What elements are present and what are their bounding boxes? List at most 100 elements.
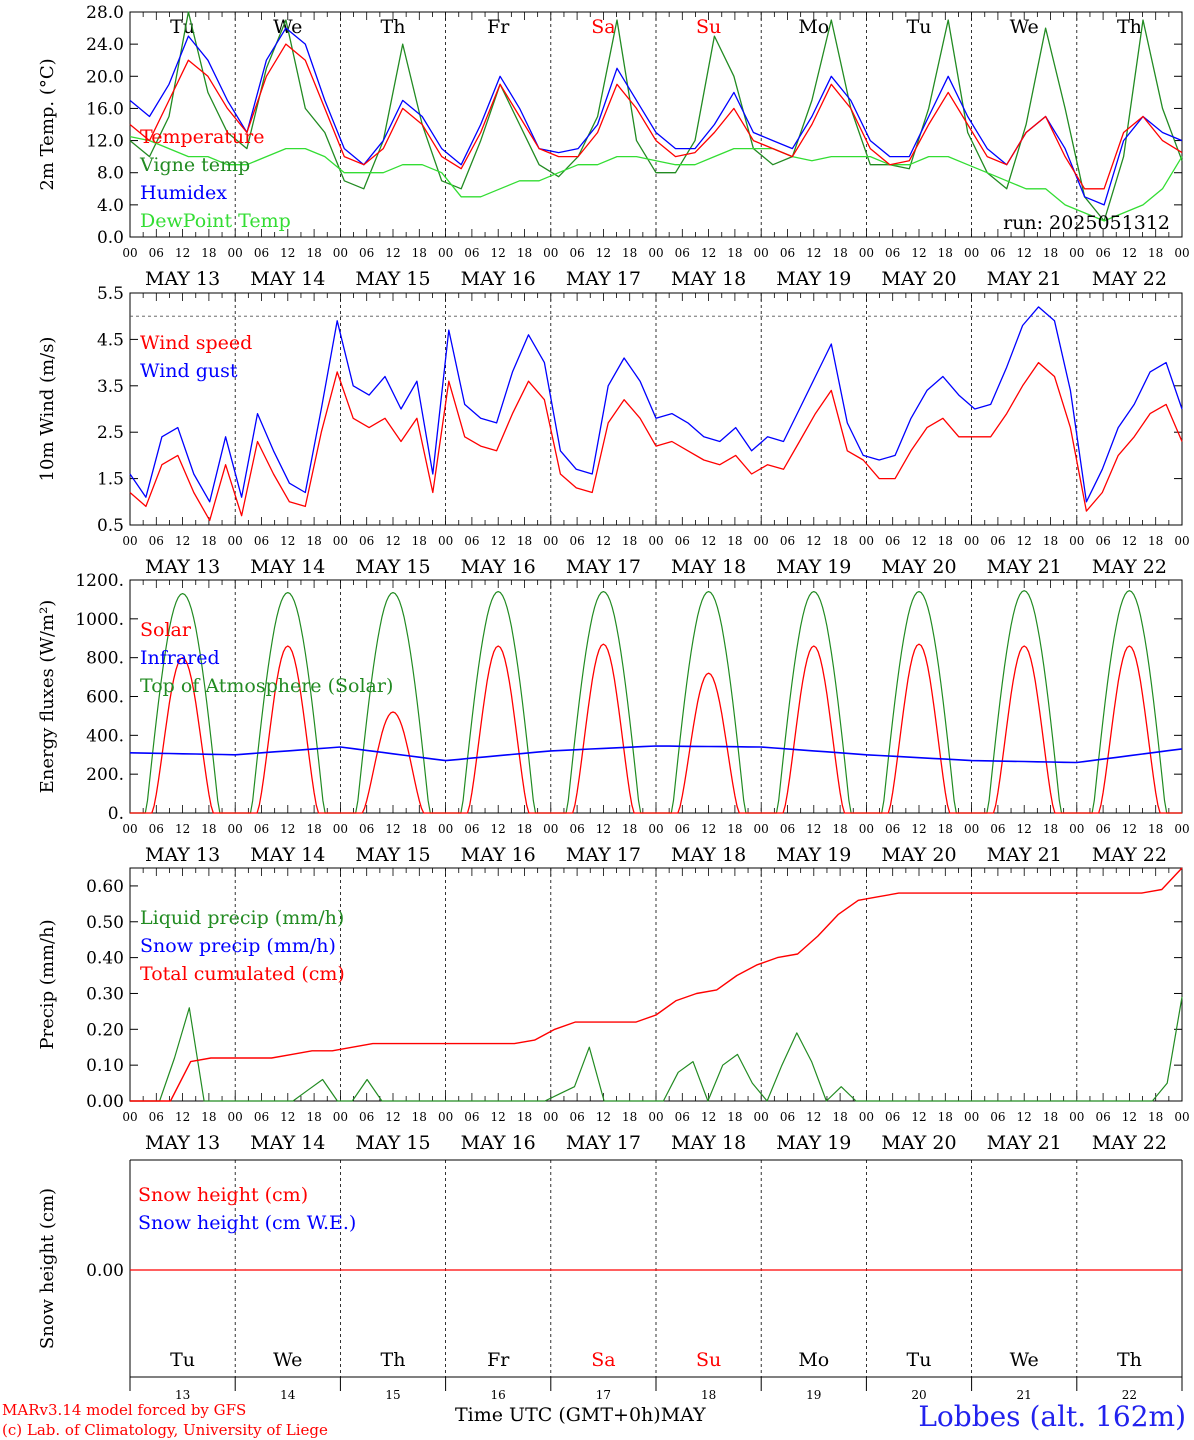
panel-0-hour-label: 00 (333, 246, 348, 260)
panel-3-hour-label: 06 (254, 1110, 269, 1124)
panel-3-legend-liquid-precip-mm-h-: Liquid precip (mm/h) (140, 907, 344, 929)
panel-2-date-label: MAY 20 (881, 844, 956, 866)
panel-3-hour-label: 06 (569, 1110, 584, 1124)
panel-3-hour-label: 12 (1017, 1110, 1032, 1124)
panel-2-hour-label: 18 (201, 822, 216, 836)
panel-0-date-label: MAY 15 (355, 268, 430, 290)
panel-0-hour-label: 18 (727, 246, 742, 260)
panel-3-hour-label: 06 (780, 1110, 795, 1124)
panel-2-ytick-label: 200. (86, 765, 124, 785)
panel-1-hour-label: 18 (1043, 534, 1058, 548)
panel-0-hour-label: 06 (1095, 246, 1110, 260)
panel-0-hour-label: 12 (701, 246, 716, 260)
weekday-label-top: Tu (170, 16, 195, 38)
panel-3-hour-label: 06 (675, 1110, 690, 1124)
panel-1-date-label: MAY 19 (776, 556, 851, 578)
panel-3-date-label: MAY 15 (355, 1132, 430, 1154)
panel-0-hour-label: 06 (359, 246, 374, 260)
panel-1-date-label: MAY 20 (881, 556, 956, 578)
series-temperature (129, 43, 1183, 190)
panel-3-date-label: MAY 16 (461, 1132, 536, 1154)
panel-4-ylabel: Snow height (cm) (37, 1188, 58, 1349)
panel-2-date-label: MAY 21 (987, 844, 1062, 866)
panel-0-legend-temperature: Temperature (140, 126, 264, 148)
weekday-label-top: We (1010, 16, 1039, 38)
panel-2-hour-label: 00 (228, 822, 243, 836)
panel-3-hour-label: 18 (1148, 1110, 1163, 1124)
panel-3-date-label: MAY 22 (1092, 1132, 1167, 1154)
panel-0-hour-label: 06 (675, 246, 690, 260)
panel-2-hour-label: 12 (175, 822, 190, 836)
day-number-label: 17 (596, 1388, 611, 1402)
series-dewpoint-temp (129, 135, 1183, 222)
panel-2-hour-label: 18 (306, 822, 321, 836)
panel-0-hour-label: 00 (1174, 246, 1189, 260)
panel-0-ytick-label: 20.0 (86, 67, 124, 87)
panel-3-hour-label: 12 (280, 1110, 295, 1124)
panel-0-hour-label: 00 (754, 246, 769, 260)
panel-1-ytick-label: 3.5 (97, 377, 124, 397)
panel-3-hour-label: 18 (727, 1110, 742, 1124)
panel-2-hour-label: 06 (359, 822, 374, 836)
weekday-label-bottom: Th (1117, 1349, 1142, 1371)
panel-0-ytick-label: 28.0 (86, 3, 124, 23)
panel-0-legend-vigne-temp: Vigne temp (139, 154, 250, 176)
panel-0-hour-label: 00 (438, 246, 453, 260)
panel-2-date-label: MAY 15 (355, 844, 430, 866)
panel-0-date-label: MAY 14 (250, 268, 325, 290)
panel-3-hour-label: 12 (491, 1110, 506, 1124)
panel-0-date-label: MAY 20 (881, 268, 956, 290)
panel-2-hour-label: 18 (622, 822, 637, 836)
panel-2-hour-label: 00 (543, 822, 558, 836)
panel-4-legend-snow-height-cm-w-e-: Snow height (cm W.E.) (138, 1212, 356, 1234)
panel-2-hour-label: 00 (859, 822, 874, 836)
panel-3-legend-snow-precip-mm-h-: Snow precip (mm/h) (140, 935, 336, 957)
panel-0-hour-label: 06 (464, 246, 479, 260)
weekday-label-bottom: Tu (907, 1349, 932, 1371)
time-axis-label: Time UTC (GMT+0h)MAY (455, 1404, 706, 1426)
weekday-label-bottom: Su (696, 1349, 721, 1371)
panel-3-legend-total-cumulated-cm-: Total cumulated (cm) (140, 963, 345, 985)
weekday-label-top: Mo (798, 16, 829, 38)
panel-0-hour-label: 12 (596, 246, 611, 260)
panel-2-date-label: MAY 16 (461, 844, 536, 866)
panel-3-date-label: MAY 21 (987, 1132, 1062, 1154)
day-number-label: 18 (701, 1388, 716, 1402)
time-axis-month: MAY (660, 1404, 706, 1426)
panel-0-ytick-label: 24.0 (86, 35, 124, 55)
panel-1-hour-label: 12 (596, 534, 611, 548)
panel-0-ytick-label: 12.0 (86, 132, 124, 152)
panel-2-legend-solar: Solar (140, 619, 192, 641)
panel-3-hour-label: 00 (122, 1110, 137, 1124)
panel-2-hour-label: 06 (990, 822, 1005, 836)
panel-3-hour-label: 06 (1095, 1110, 1110, 1124)
panel-1-hour-label: 18 (412, 534, 427, 548)
panel-2-hour-label: 06 (885, 822, 900, 836)
panel-1-hour-label: 12 (385, 534, 400, 548)
panel-1-ylabel: 10m Wind (m/s) (37, 337, 58, 482)
panel-2-hour-label: 06 (149, 822, 164, 836)
panel-0-hour-label: 12 (385, 246, 400, 260)
panel-0-date-label: MAY 21 (987, 268, 1062, 290)
panel-2-hour-label: 00 (648, 822, 663, 836)
series-wind-gust (129, 306, 1183, 503)
panel-1-date-label: MAY 13 (145, 556, 220, 578)
panel-1-hour-label: 12 (911, 534, 926, 548)
panel-1-hour-label: 00 (964, 534, 979, 548)
panel-0-date-label: MAY 18 (671, 268, 746, 290)
panel-0-date-label: MAY 16 (461, 268, 536, 290)
panel-0-hour-label: 00 (122, 246, 137, 260)
panel-3-date-label: MAY 18 (671, 1132, 746, 1154)
panel-1-hour-label: 12 (806, 534, 821, 548)
panel-1-hour-label: 00 (122, 534, 137, 548)
panel-1-date-label: MAY 18 (671, 556, 746, 578)
panel-1-ytick-label: 0.5 (97, 516, 124, 536)
panel-3-hour-label: 18 (517, 1110, 532, 1124)
panel-1-hour-label: 06 (1095, 534, 1110, 548)
panel-4-legend-snow-height-cm-: Snow height (cm) (138, 1184, 308, 1206)
panel-2-legend-top-of-atmosphere-solar-: Top of Atmosphere (Solar) (140, 675, 393, 697)
panel-2-ylabel: Energy fluxes (W/m²) (37, 600, 58, 794)
weekday-label-top: Tu (907, 16, 932, 38)
panel-1-hour-label: 18 (727, 534, 742, 548)
